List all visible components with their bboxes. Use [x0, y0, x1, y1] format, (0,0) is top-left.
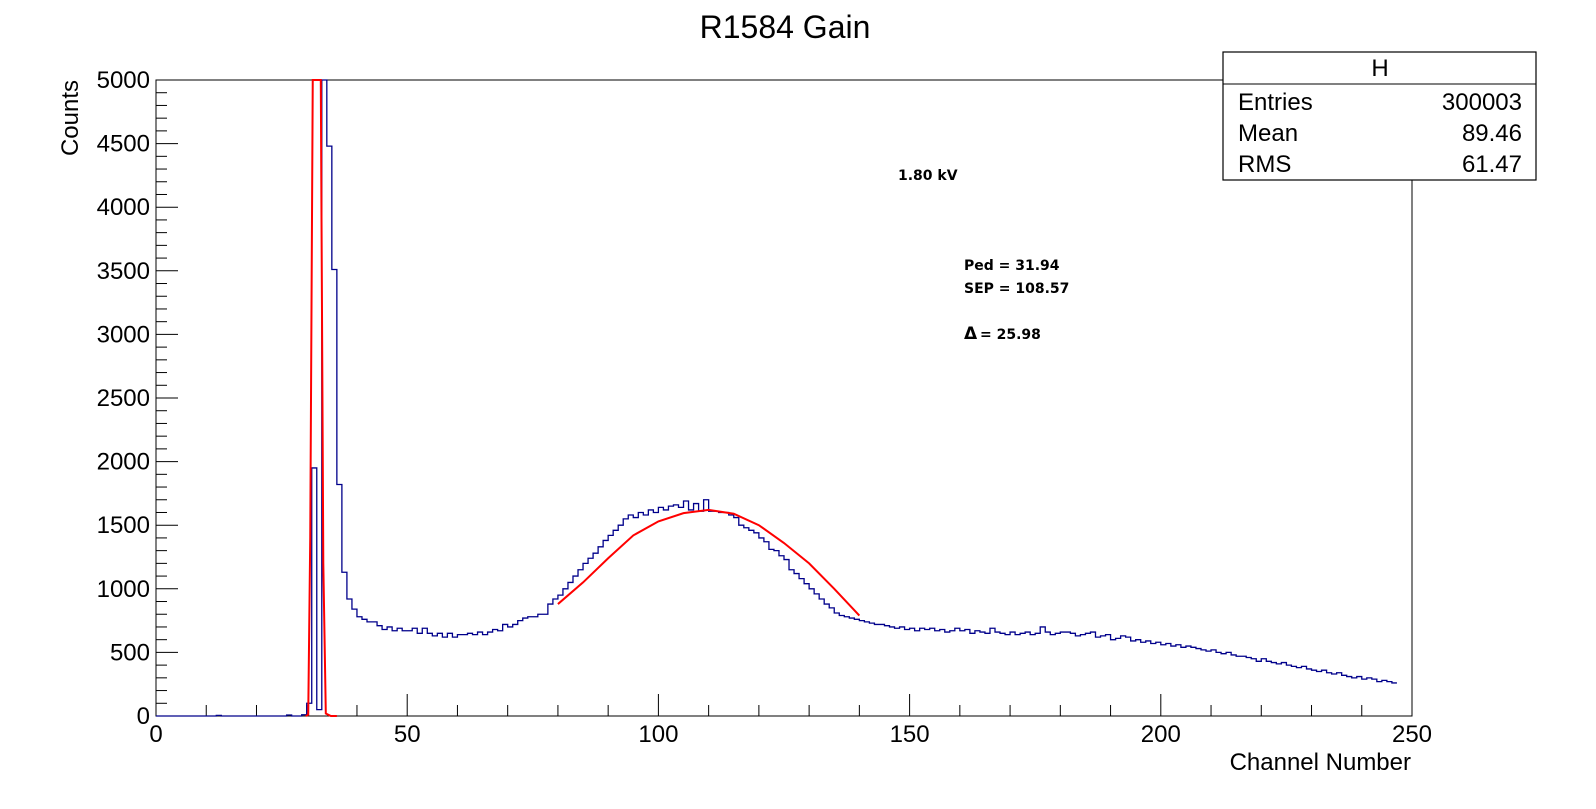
x-tick-label: 200	[1141, 721, 1181, 748]
y-tick-label: 3000	[97, 321, 150, 348]
y-tick-label: 3500	[97, 258, 150, 285]
y-axis: 0 500 1000 1500 2000 2500 3000 3500 4000 4500 5000	[97, 67, 178, 730]
stats-entries-value: 300003	[1442, 89, 1522, 116]
x-axis: 0 50 100 150 200 250	[149, 694, 1432, 748]
delta-symbol: Δ	[964, 324, 978, 344]
y-tick-label: 4500	[97, 131, 150, 158]
x-tick-label: 100	[638, 721, 678, 748]
y-axis-label: Counts	[57, 80, 84, 156]
chart-title: R1584 Gain	[700, 9, 871, 45]
sep-annotation: SEP = 108.57	[964, 281, 1069, 297]
stats-rms-label: RMS	[1238, 151, 1291, 178]
y-tick-label: 5000	[97, 67, 150, 94]
x-tick-label: 150	[890, 721, 930, 748]
y-tick-label: 500	[110, 639, 150, 666]
x-tick-label: 50	[394, 721, 421, 748]
y-tick-label: 1500	[97, 512, 150, 539]
stats-box: H Entries 300003 Mean 89.46 RMS 61.47	[1222, 51, 1537, 181]
series-group	[156, 79, 1397, 717]
stats-entries-label: Entries	[1238, 89, 1313, 116]
x-tick-label: 250	[1392, 721, 1432, 748]
stats-rms-value: 61.47	[1462, 151, 1522, 178]
stats-box-title: H	[1371, 55, 1388, 82]
y-tick-label: 0	[137, 703, 150, 730]
y-tick-label: 2000	[97, 449, 150, 476]
gaussian-fit-line	[557, 508, 861, 617]
x-axis-label: Channel Number	[1230, 749, 1411, 776]
x-tick-label: 0	[149, 721, 162, 748]
pedestal-annotation: Ped = 31.94	[964, 258, 1060, 274]
voltage-annotation: 1.80 kV	[898, 168, 958, 184]
histogram-line	[156, 79, 1397, 717]
stats-mean-value: 89.46	[1462, 120, 1522, 147]
pedestal-fit-line	[305, 79, 337, 717]
y-tick-label: 4000	[97, 194, 150, 221]
stats-mean-label: Mean	[1238, 120, 1298, 147]
delta-annotation: = 25.98	[980, 327, 1041, 343]
y-tick-label: 2500	[97, 385, 150, 412]
y-tick-label: 1000	[97, 576, 150, 603]
stats-box-frame	[1222, 51, 1537, 181]
